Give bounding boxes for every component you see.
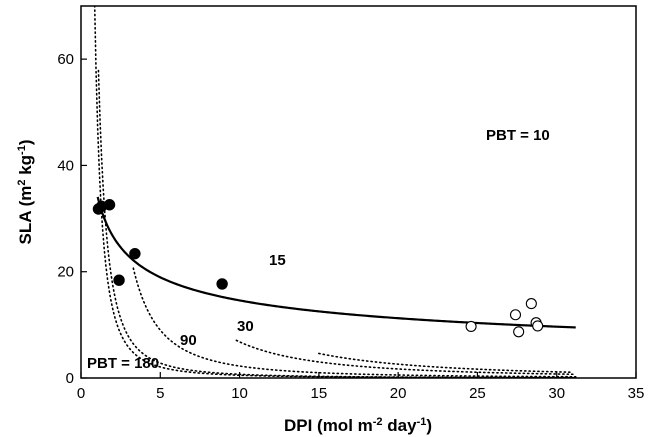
open-data-point — [532, 320, 544, 332]
y-title-end: ) — [16, 139, 35, 145]
y-title-main: SLA (m — [16, 186, 35, 245]
pbt-label-10: PBT = 10 — [486, 127, 550, 144]
x-tick-label: 0 — [77, 385, 85, 402]
pbt-label-30: 30 — [237, 318, 254, 335]
y-axis-title: SLA (m2 kg-1) — [16, 139, 35, 244]
filled-data-point — [103, 199, 116, 211]
pbt-curve — [318, 352, 574, 374]
pbt-label-15: 15 — [269, 252, 286, 269]
x-tick-label: 10 — [231, 385, 248, 402]
pbt-curve — [132, 267, 577, 378]
pbt-curve — [235, 339, 577, 376]
data-points — [92, 199, 544, 338]
pbt-curves — [93, 6, 577, 378]
fit-line — [96, 196, 576, 329]
x-tick-label: 20 — [390, 385, 407, 402]
y-tick-label: 60 — [57, 51, 74, 68]
open-data-point — [509, 309, 522, 321]
y-title-mid: kg — [16, 155, 35, 180]
open-data-point — [513, 326, 525, 338]
x-tick-label: 15 — [311, 385, 328, 402]
x-tick-label: 25 — [469, 385, 486, 402]
open-data-point — [525, 298, 537, 310]
x-title-sup1: -2 — [373, 416, 383, 428]
y-tick-label: 40 — [57, 157, 74, 174]
filled-data-point — [216, 278, 228, 290]
x-axis-title: DPI (mol m-2 day-1) — [284, 416, 432, 435]
filled-data-point — [113, 274, 125, 286]
x-tick-label: 5 — [156, 385, 164, 402]
x-tick-label: 35 — [628, 385, 645, 402]
axis-ticks: 0 5 10 15 20 25 30 35 0 20 40 60 — [57, 51, 644, 402]
y-tick-label: 20 — [57, 264, 74, 281]
pbt-label-90: 90 — [180, 332, 197, 349]
filled-data-point — [129, 247, 141, 260]
x-title-end: ) — [426, 416, 432, 435]
x-title-main: DPI (mol m — [284, 416, 373, 435]
fit-line-group — [96, 196, 576, 329]
pbt-curve — [97, 69, 577, 378]
x-tick-label: 30 — [548, 385, 565, 402]
y-tick-label: 0 — [66, 370, 74, 387]
plot-frame — [80, 5, 637, 379]
pbt-label-180: PBT = 180 — [87, 355, 159, 372]
y-title-sup2: -1 — [16, 145, 28, 155]
y-title-sup1: 2 — [16, 180, 28, 186]
open-data-point — [465, 320, 477, 333]
pbt-curve — [93, 6, 577, 378]
x-title-mid: day — [383, 416, 418, 435]
x-title-sup2: -1 — [417, 416, 427, 428]
